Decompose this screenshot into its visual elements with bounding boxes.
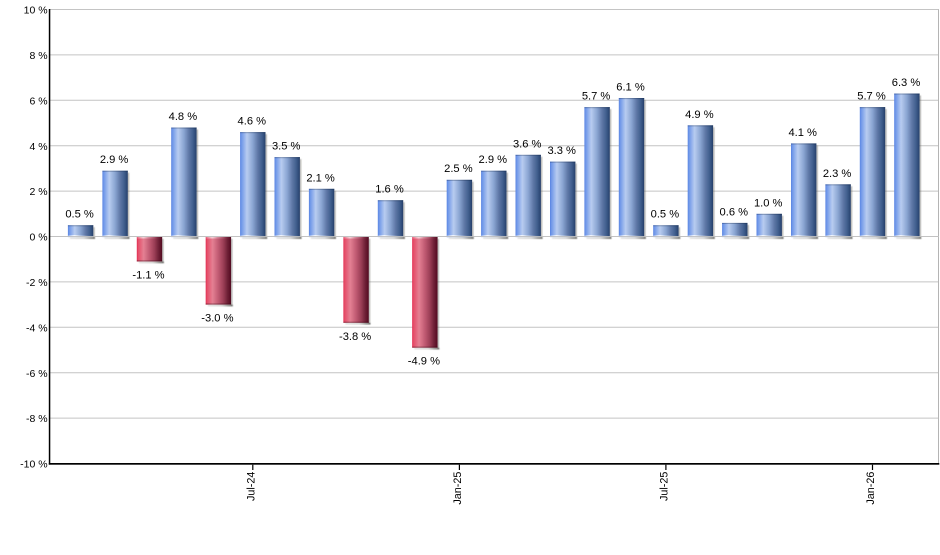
svg-text:6.1 %: 6.1 % bbox=[616, 82, 645, 94]
svg-text:-4 %: -4 % bbox=[26, 322, 48, 334]
svg-text:4.1 %: 4.1 % bbox=[788, 127, 817, 139]
svg-text:0.5 %: 0.5 % bbox=[65, 209, 94, 221]
svg-text:1.0 %: 1.0 % bbox=[754, 197, 783, 209]
svg-text:6.3 %: 6.3 % bbox=[892, 77, 921, 89]
svg-text:Jul-24: Jul-24 bbox=[246, 472, 258, 501]
svg-text:Jan-26: Jan-26 bbox=[865, 472, 877, 505]
svg-text:2 %: 2 % bbox=[30, 186, 48, 198]
svg-text:2.3 %: 2.3 % bbox=[823, 168, 852, 180]
svg-text:0.5 %: 0.5 % bbox=[651, 209, 680, 221]
svg-text:5.7 %: 5.7 % bbox=[857, 91, 886, 103]
svg-text:6 %: 6 % bbox=[30, 95, 48, 107]
svg-text:3.6 %: 3.6 % bbox=[513, 138, 542, 150]
svg-text:-8 %: -8 % bbox=[26, 413, 48, 425]
svg-text:4.8 %: 4.8 % bbox=[169, 111, 198, 123]
svg-text:5.7 %: 5.7 % bbox=[582, 91, 611, 103]
svg-text:-2 %: -2 % bbox=[26, 277, 48, 289]
svg-text:8 %: 8 % bbox=[30, 50, 48, 62]
svg-text:2.9 %: 2.9 % bbox=[479, 154, 508, 166]
svg-text:0 %: 0 % bbox=[30, 232, 48, 244]
svg-text:-3.0 %: -3.0 % bbox=[201, 313, 233, 325]
svg-text:0.6 %: 0.6 % bbox=[720, 206, 749, 218]
svg-text:4.9 %: 4.9 % bbox=[685, 109, 714, 121]
svg-text:1.6 %: 1.6 % bbox=[375, 184, 404, 196]
svg-text:2.9 %: 2.9 % bbox=[100, 154, 129, 166]
svg-text:4 %: 4 % bbox=[30, 141, 48, 153]
svg-text:-3.8 %: -3.8 % bbox=[339, 331, 371, 343]
svg-text:-1.1 %: -1.1 % bbox=[132, 270, 164, 282]
svg-text:10 %: 10 % bbox=[24, 5, 48, 17]
svg-text:-4.9 %: -4.9 % bbox=[408, 356, 440, 368]
svg-text:2.5 %: 2.5 % bbox=[444, 163, 473, 175]
svg-text:Jan-25: Jan-25 bbox=[452, 472, 464, 505]
svg-text:4.6 %: 4.6 % bbox=[238, 116, 267, 128]
svg-text:3.5 %: 3.5 % bbox=[272, 141, 301, 153]
svg-text:-10 %: -10 % bbox=[20, 459, 47, 471]
svg-text:2.1 %: 2.1 % bbox=[306, 172, 335, 184]
svg-text:Jul-25: Jul-25 bbox=[659, 472, 671, 501]
svg-text:-6 %: -6 % bbox=[26, 368, 48, 380]
svg-text:3.3 %: 3.3 % bbox=[547, 145, 576, 157]
